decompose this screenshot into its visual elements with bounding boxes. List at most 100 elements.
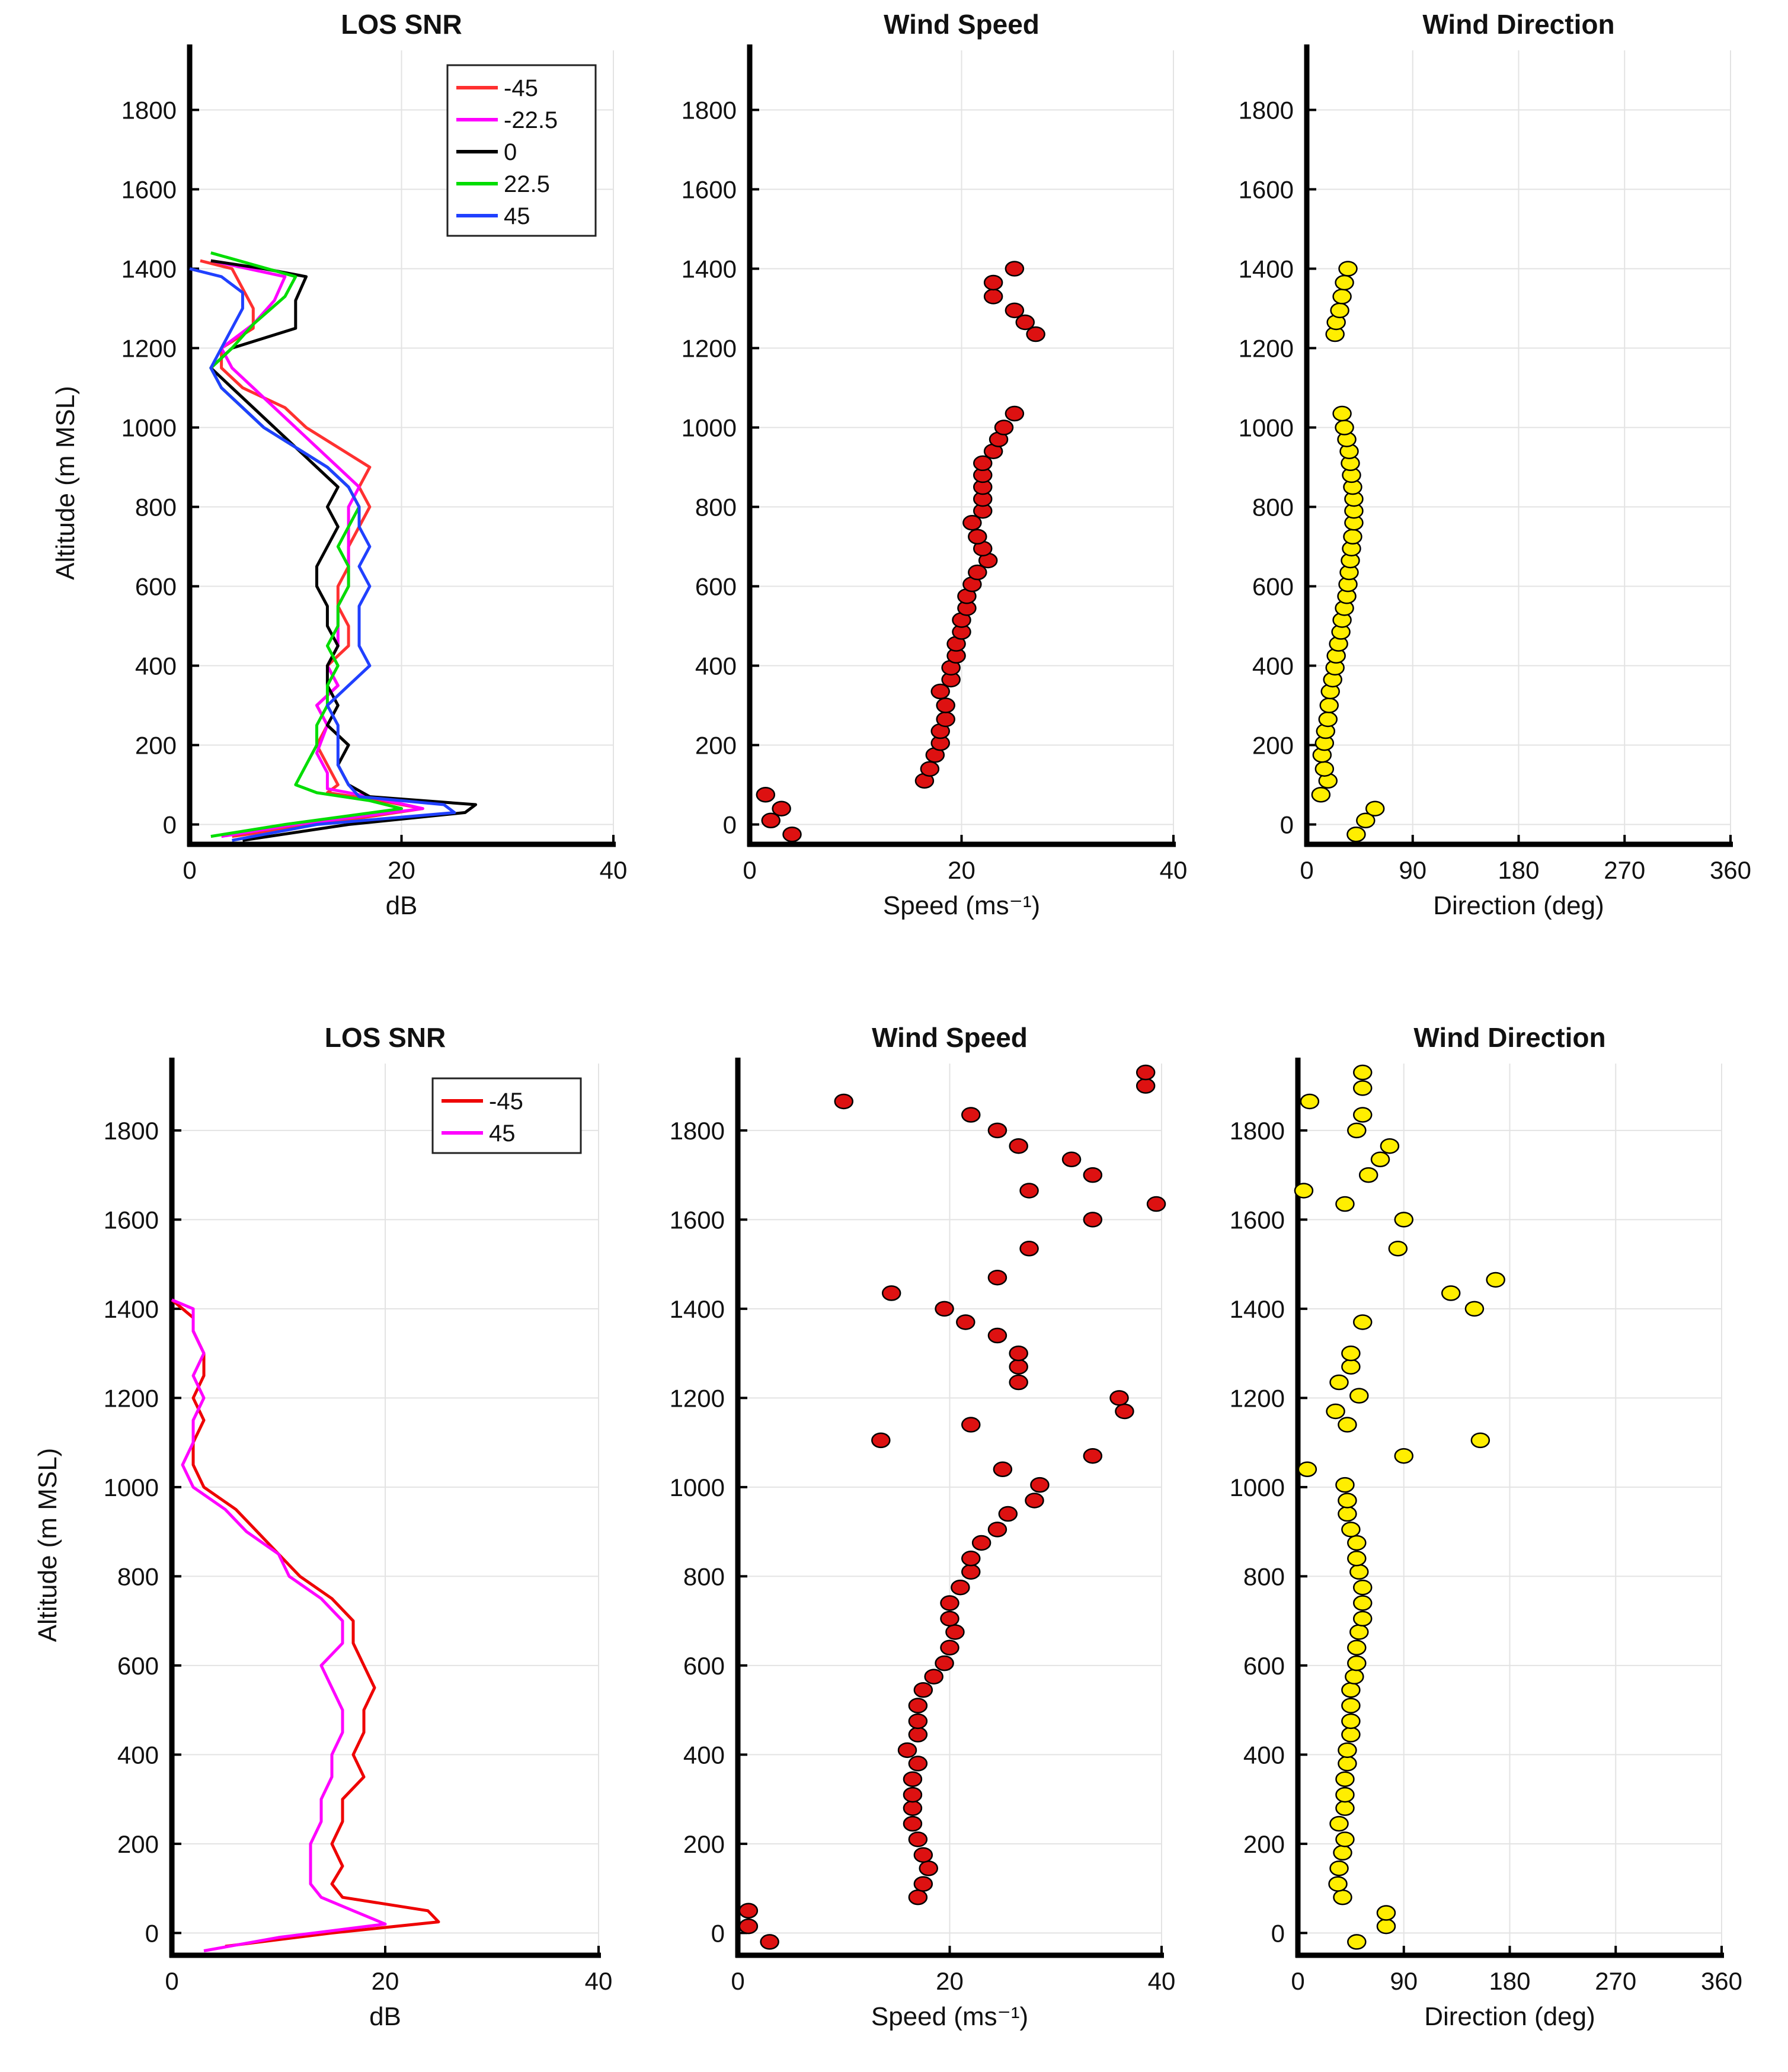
data-point <box>1370 1151 1390 1168</box>
data-point <box>761 812 781 829</box>
y-tick-label: 200 <box>683 1830 725 1858</box>
data-point <box>935 1655 954 1671</box>
x-tick-label: 360 <box>1710 856 1751 884</box>
data-point <box>920 761 940 777</box>
data-point <box>1333 1844 1352 1861</box>
legend-label: -45 <box>489 1088 523 1115</box>
panel-top-right: 0 90 180 270 360 0 200 400 600 800 1000 1200 1400 160… <box>1239 9 1751 920</box>
y-tick-label: 800 <box>1252 494 1294 521</box>
data-point <box>1061 1151 1082 1168</box>
legend: -45 -22.5 0 22.5 45 <box>446 64 597 237</box>
y-tick-label: 800 <box>695 494 737 521</box>
data-point <box>1335 419 1354 435</box>
x-axis-label: Speed (ms⁻¹) <box>883 891 1040 920</box>
data-point <box>1019 1183 1039 1199</box>
data-point <box>1441 1285 1461 1301</box>
data-point <box>968 529 987 545</box>
data-point <box>1005 302 1025 319</box>
data-point <box>987 1122 1007 1139</box>
data-point <box>908 1889 928 1906</box>
legend-label: 0 <box>504 139 517 165</box>
x-tick-label: 20 <box>372 1967 399 1995</box>
legend-box <box>431 1077 582 1154</box>
y-tick-label: 600 <box>117 1652 159 1680</box>
x-tick-label: 0 <box>743 856 756 884</box>
x-tick-label: 90 <box>1390 1967 1418 1995</box>
x-tick-label: 360 <box>1701 1967 1742 1995</box>
data-point <box>1338 1493 1357 1509</box>
y-tick-label: 1600 <box>121 176 177 204</box>
data-point <box>1136 1078 1156 1094</box>
data-point <box>1009 1345 1028 1362</box>
y-tick-label: 400 <box>117 1741 159 1769</box>
y-tick-label: 1800 <box>104 1117 159 1145</box>
data-point <box>1009 1359 1028 1375</box>
data-point <box>903 1786 923 1803</box>
y-tick-label: 1000 <box>670 1474 725 1501</box>
data-point <box>940 1610 959 1627</box>
data-point <box>1030 1477 1050 1493</box>
y-tick-label: 1200 <box>682 335 737 363</box>
chart-title: Wind Direction <box>1413 1022 1605 1053</box>
y-tick-label: 1600 <box>682 176 737 204</box>
y-tick-label: 600 <box>1252 573 1294 601</box>
data-point <box>1347 1535 1367 1551</box>
data-point <box>1015 314 1035 331</box>
data-point <box>1349 1388 1369 1404</box>
legend-label: -22.5 <box>504 107 558 133</box>
panel-top-left: 0 20 40020040060080010001200140016001800LO… <box>51 9 627 920</box>
x-tick-label: 0 <box>1291 1967 1304 1995</box>
y-tick-label: 1800 <box>1239 97 1294 124</box>
data-point <box>1380 1138 1400 1154</box>
x-tick-label: 40 <box>1160 856 1188 884</box>
data-point <box>1341 1522 1361 1538</box>
x-tick-label: 90 <box>1399 856 1426 884</box>
data-point <box>1005 405 1025 422</box>
y-tick-label: 1600 <box>1239 176 1294 204</box>
y-tick-label: 400 <box>695 652 737 680</box>
data-point <box>1352 1595 1373 1611</box>
y-tick-label: 1200 <box>1230 1384 1285 1412</box>
y-tick-label: 800 <box>135 494 177 521</box>
data-point <box>1311 787 1331 803</box>
data-point <box>940 1639 959 1656</box>
data-point <box>1009 1374 1028 1391</box>
data-point <box>1352 1080 1373 1096</box>
y-tick-label: 600 <box>683 1652 725 1680</box>
y-tick-label: 1400 <box>121 255 177 283</box>
x-axis-label: Direction (deg) <box>1424 2002 1595 2031</box>
data-point <box>1115 1403 1134 1420</box>
data-point <box>1335 274 1354 291</box>
y-tick-label: 800 <box>1243 1562 1285 1590</box>
x-tick-label: 180 <box>1489 1967 1530 1995</box>
data-point <box>940 1595 959 1611</box>
data-point <box>1376 1918 1396 1935</box>
data-point <box>1341 1682 1361 1698</box>
y-tick-label: 200 <box>117 1830 159 1858</box>
data-point <box>971 1535 991 1551</box>
data-point <box>881 1285 901 1301</box>
data-point <box>1352 1610 1373 1627</box>
data-point <box>973 455 993 472</box>
y-tick-label: 400 <box>1252 652 1294 680</box>
series-line <box>209 251 403 838</box>
data-point <box>983 274 1003 291</box>
data-point <box>1328 1876 1348 1892</box>
chart-title: Wind Speed <box>884 9 1039 40</box>
panel-bottom-left: 0 20 40020040060080010001200140016001800LO… <box>33 1022 612 2031</box>
y-tick-label: 1600 <box>1230 1206 1285 1234</box>
y-tick-label: 0 <box>723 811 737 839</box>
data-point <box>903 1771 923 1788</box>
y-tick-label: 0 <box>145 1919 159 1947</box>
data-point <box>1338 1506 1357 1522</box>
x-tick-label: 40 <box>585 1967 613 1995</box>
data-point <box>1388 1241 1408 1257</box>
y-tick-label: 1600 <box>670 1206 725 1234</box>
legend-label: 22.5 <box>504 171 550 197</box>
y-tick-label: 800 <box>117 1562 159 1590</box>
data-point <box>1335 1800 1355 1816</box>
data-point <box>951 1579 970 1596</box>
y-tick-label: 1800 <box>1230 1117 1285 1145</box>
data-point <box>913 1876 933 1892</box>
data-point <box>1136 1064 1156 1081</box>
